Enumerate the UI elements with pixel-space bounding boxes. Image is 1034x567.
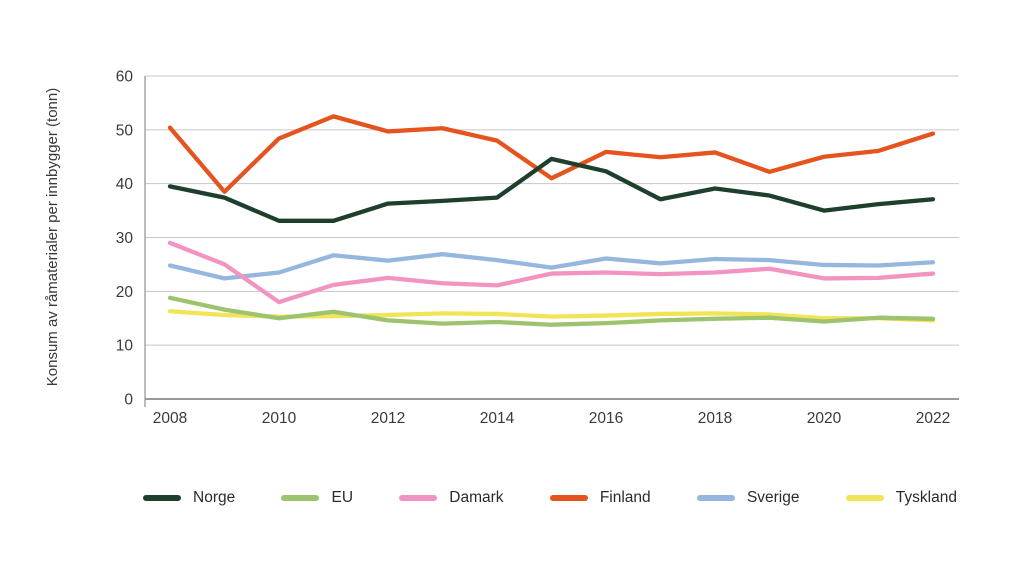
legend-label-tyskland: Tyskland <box>895 489 957 507</box>
legend-swatch-eu <box>281 495 320 501</box>
x-tick-label-2018: 2018 <box>698 410 732 427</box>
x-tick-label-2012: 2012 <box>371 410 405 427</box>
legend-swatch-finland <box>549 495 588 501</box>
y-tick-label-10: 10 <box>116 338 134 355</box>
x-tick-label-2014: 2014 <box>480 410 515 427</box>
legend-swatch-tyskland <box>845 495 884 501</box>
x-tick-label-2008: 2008 <box>153 410 187 427</box>
legend-item-damark: Damark <box>399 489 504 507</box>
legend-swatch-sverige <box>696 495 735 501</box>
legend-label-eu: EU <box>331 489 354 507</box>
series-line-finland <box>167 114 936 194</box>
x-tick-label-2010: 2010 <box>262 410 297 427</box>
series-line-damark <box>167 240 936 305</box>
y-axis-tick-labels: 0 10 20 30 40 50 60 <box>116 69 134 409</box>
y-tick-label-20: 20 <box>116 284 134 301</box>
legend-label-finland: Finland <box>599 489 651 507</box>
series-line-sverige <box>167 252 936 281</box>
y-tick-label-30: 30 <box>116 230 134 247</box>
legend-item-norge: Norge <box>143 490 235 506</box>
legend-label-damark: Damark <box>449 489 504 507</box>
x-tick-label-2020: 2020 <box>807 410 842 427</box>
legend-label-norge: Norge <box>193 489 236 507</box>
y-axis-title: Konsum av råmaterialer per innbygger (to… <box>44 88 61 386</box>
legend-item-finland: Finland <box>549 489 651 507</box>
legend-item-eu: EU <box>281 490 353 506</box>
y-tick-label-40: 40 <box>116 176 134 193</box>
gridlines <box>144 75 959 407</box>
x-tick-label-2016: 2016 <box>589 410 623 427</box>
legend-swatch-norge <box>143 495 181 501</box>
x-axis-tick-labels: 2008 2010 2012 2014 2016 2018 2020 2022 <box>153 410 950 427</box>
y-tick-label-0: 0 <box>124 392 133 409</box>
y-tick-label-60: 60 <box>116 69 134 86</box>
series-line-norge <box>167 156 936 223</box>
chart-legend: Norge EU Damark Finland Sverige Tyskland <box>143 489 957 507</box>
series-lines <box>167 114 936 327</box>
legend-item-sverige: Sverige <box>696 489 800 507</box>
legend-label-sverige: Sverige <box>746 489 800 507</box>
x-tick-label-2022: 2022 <box>916 410 950 427</box>
series-line-eu <box>167 295 936 327</box>
legend-swatch-damark <box>399 495 438 501</box>
legend-item-tyskland: Tyskland <box>845 489 957 507</box>
y-tick-label-50: 50 <box>116 122 134 139</box>
